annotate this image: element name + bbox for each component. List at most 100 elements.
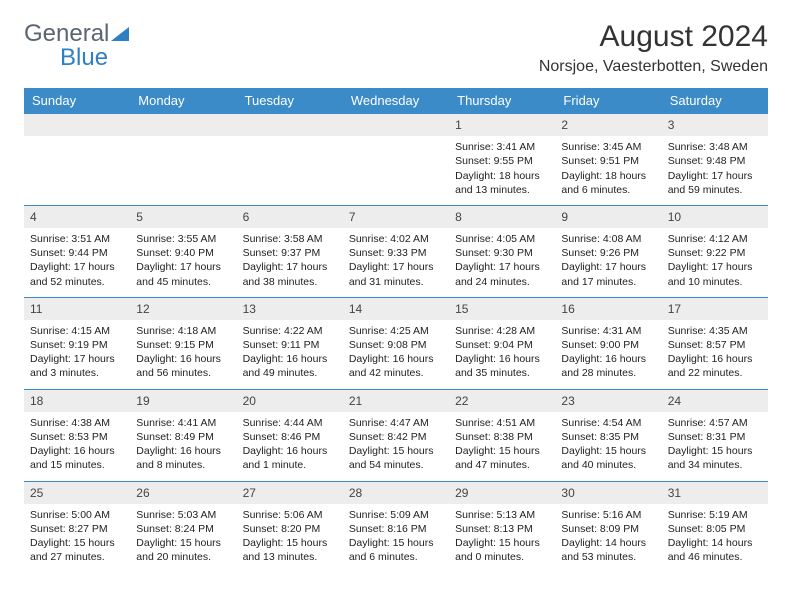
day-number-cell: 25	[24, 481, 130, 504]
day-detail-cell	[237, 136, 343, 205]
sunrise-text: Sunrise: 3:55 AM	[136, 232, 230, 246]
sunrise-text: Sunrise: 4:41 AM	[136, 416, 230, 430]
weekday-header: Thursday	[449, 88, 555, 114]
daylight-text: Daylight: 17 hours and 3 minutes.	[30, 352, 124, 380]
day-number-cell: 19	[130, 389, 236, 412]
sunrise-text: Sunrise: 4:31 AM	[561, 324, 655, 338]
month-title: August 2024	[539, 20, 768, 54]
day-detail-cell	[130, 136, 236, 205]
day-number-cell: 1	[449, 114, 555, 137]
day-detail-cell: Sunrise: 4:41 AMSunset: 8:49 PMDaylight:…	[130, 412, 236, 481]
calendar-table: SundayMondayTuesdayWednesdayThursdayFrid…	[24, 88, 768, 572]
sunset-text: Sunset: 8:38 PM	[455, 430, 549, 444]
week-number-row: 45678910	[24, 205, 768, 228]
day-detail-cell: Sunrise: 4:35 AMSunset: 8:57 PMDaylight:…	[662, 320, 768, 389]
sunrise-text: Sunrise: 4:28 AM	[455, 324, 549, 338]
day-number-cell: 23	[555, 389, 661, 412]
day-detail-cell	[24, 136, 130, 205]
day-number-cell: 13	[237, 297, 343, 320]
sunset-text: Sunset: 9:19 PM	[30, 338, 124, 352]
day-number-cell	[237, 114, 343, 137]
day-detail-cell: Sunrise: 5:03 AMSunset: 8:24 PMDaylight:…	[130, 504, 236, 573]
day-detail-cell: Sunrise: 4:15 AMSunset: 9:19 PMDaylight:…	[24, 320, 130, 389]
daylight-text: Daylight: 14 hours and 46 minutes.	[668, 536, 762, 564]
sunset-text: Sunset: 9:08 PM	[349, 338, 443, 352]
daylight-text: Daylight: 15 hours and 0 minutes.	[455, 536, 549, 564]
day-number-cell: 18	[24, 389, 130, 412]
header: General August 2024 Norsjoe, Vaesterbott…	[24, 20, 768, 76]
daylight-text: Daylight: 17 hours and 31 minutes.	[349, 260, 443, 288]
daylight-text: Daylight: 15 hours and 47 minutes.	[455, 444, 549, 472]
day-detail-cell: Sunrise: 5:19 AMSunset: 8:05 PMDaylight:…	[662, 504, 768, 573]
title-block: August 2024 Norsjoe, Vaesterbotten, Swed…	[539, 20, 768, 76]
daylight-text: Daylight: 17 hours and 24 minutes.	[455, 260, 549, 288]
daylight-text: Daylight: 17 hours and 38 minutes.	[243, 260, 337, 288]
sunrise-text: Sunrise: 4:12 AM	[668, 232, 762, 246]
day-detail-cell: Sunrise: 4:08 AMSunset: 9:26 PMDaylight:…	[555, 228, 661, 297]
weekday-header: Saturday	[662, 88, 768, 114]
daylight-text: Daylight: 18 hours and 6 minutes.	[561, 169, 655, 197]
sunset-text: Sunset: 9:11 PM	[243, 338, 337, 352]
daylight-text: Daylight: 16 hours and 49 minutes.	[243, 352, 337, 380]
day-number-cell: 3	[662, 114, 768, 137]
daylight-text: Daylight: 16 hours and 8 minutes.	[136, 444, 230, 472]
sunrise-text: Sunrise: 4:08 AM	[561, 232, 655, 246]
sunrise-text: Sunrise: 5:09 AM	[349, 508, 443, 522]
sunrise-text: Sunrise: 4:05 AM	[455, 232, 549, 246]
week-detail-row: Sunrise: 5:00 AMSunset: 8:27 PMDaylight:…	[24, 504, 768, 573]
day-number-cell: 4	[24, 205, 130, 228]
day-detail-cell: Sunrise: 5:09 AMSunset: 8:16 PMDaylight:…	[343, 504, 449, 573]
day-number-cell: 5	[130, 205, 236, 228]
day-detail-cell: Sunrise: 4:47 AMSunset: 8:42 PMDaylight:…	[343, 412, 449, 481]
sunset-text: Sunset: 8:20 PM	[243, 522, 337, 536]
sunrise-text: Sunrise: 4:22 AM	[243, 324, 337, 338]
sunset-text: Sunset: 9:51 PM	[561, 154, 655, 168]
day-number-cell: 22	[449, 389, 555, 412]
sunset-text: Sunset: 8:46 PM	[243, 430, 337, 444]
sunset-text: Sunset: 8:13 PM	[455, 522, 549, 536]
week-detail-row: Sunrise: 4:15 AMSunset: 9:19 PMDaylight:…	[24, 320, 768, 389]
sunrise-text: Sunrise: 4:35 AM	[668, 324, 762, 338]
day-number-cell: 30	[555, 481, 661, 504]
day-detail-cell: Sunrise: 3:51 AMSunset: 9:44 PMDaylight:…	[24, 228, 130, 297]
day-number-cell: 27	[237, 481, 343, 504]
daylight-text: Daylight: 16 hours and 28 minutes.	[561, 352, 655, 380]
daylight-text: Daylight: 16 hours and 1 minute.	[243, 444, 337, 472]
day-detail-cell: Sunrise: 4:18 AMSunset: 9:15 PMDaylight:…	[130, 320, 236, 389]
week-detail-row: Sunrise: 3:41 AMSunset: 9:55 PMDaylight:…	[24, 136, 768, 205]
daylight-text: Daylight: 15 hours and 20 minutes.	[136, 536, 230, 564]
day-detail-cell: Sunrise: 4:05 AMSunset: 9:30 PMDaylight:…	[449, 228, 555, 297]
sunset-text: Sunset: 8:05 PM	[668, 522, 762, 536]
day-number-cell: 31	[662, 481, 768, 504]
sunrise-text: Sunrise: 3:58 AM	[243, 232, 337, 246]
weekday-header: Sunday	[24, 88, 130, 114]
day-number-cell: 6	[237, 205, 343, 228]
sunrise-text: Sunrise: 5:00 AM	[30, 508, 124, 522]
sunrise-text: Sunrise: 4:38 AM	[30, 416, 124, 430]
day-detail-cell: Sunrise: 3:48 AMSunset: 9:48 PMDaylight:…	[662, 136, 768, 205]
day-detail-cell: Sunrise: 5:13 AMSunset: 8:13 PMDaylight:…	[449, 504, 555, 573]
day-number-cell: 14	[343, 297, 449, 320]
sunset-text: Sunset: 8:42 PM	[349, 430, 443, 444]
weekday-header: Friday	[555, 88, 661, 114]
daylight-text: Daylight: 15 hours and 54 minutes.	[349, 444, 443, 472]
day-detail-cell: Sunrise: 5:06 AMSunset: 8:20 PMDaylight:…	[237, 504, 343, 573]
sunset-text: Sunset: 9:22 PM	[668, 246, 762, 260]
sunrise-text: Sunrise: 4:54 AM	[561, 416, 655, 430]
sunrise-text: Sunrise: 5:16 AM	[561, 508, 655, 522]
sunrise-text: Sunrise: 5:13 AM	[455, 508, 549, 522]
sunrise-text: Sunrise: 4:44 AM	[243, 416, 337, 430]
sunset-text: Sunset: 9:04 PM	[455, 338, 549, 352]
day-detail-cell	[343, 136, 449, 205]
daylight-text: Daylight: 17 hours and 59 minutes.	[668, 169, 762, 197]
daylight-text: Daylight: 16 hours and 42 minutes.	[349, 352, 443, 380]
day-detail-cell: Sunrise: 3:58 AMSunset: 9:37 PMDaylight:…	[237, 228, 343, 297]
week-number-row: 18192021222324	[24, 389, 768, 412]
day-number-cell: 20	[237, 389, 343, 412]
sunset-text: Sunset: 9:55 PM	[455, 154, 549, 168]
day-detail-cell: Sunrise: 4:44 AMSunset: 8:46 PMDaylight:…	[237, 412, 343, 481]
daylight-text: Daylight: 17 hours and 10 minutes.	[668, 260, 762, 288]
daylight-text: Daylight: 17 hours and 17 minutes.	[561, 260, 655, 288]
sunset-text: Sunset: 8:31 PM	[668, 430, 762, 444]
day-detail-cell: Sunrise: 3:45 AMSunset: 9:51 PMDaylight:…	[555, 136, 661, 205]
